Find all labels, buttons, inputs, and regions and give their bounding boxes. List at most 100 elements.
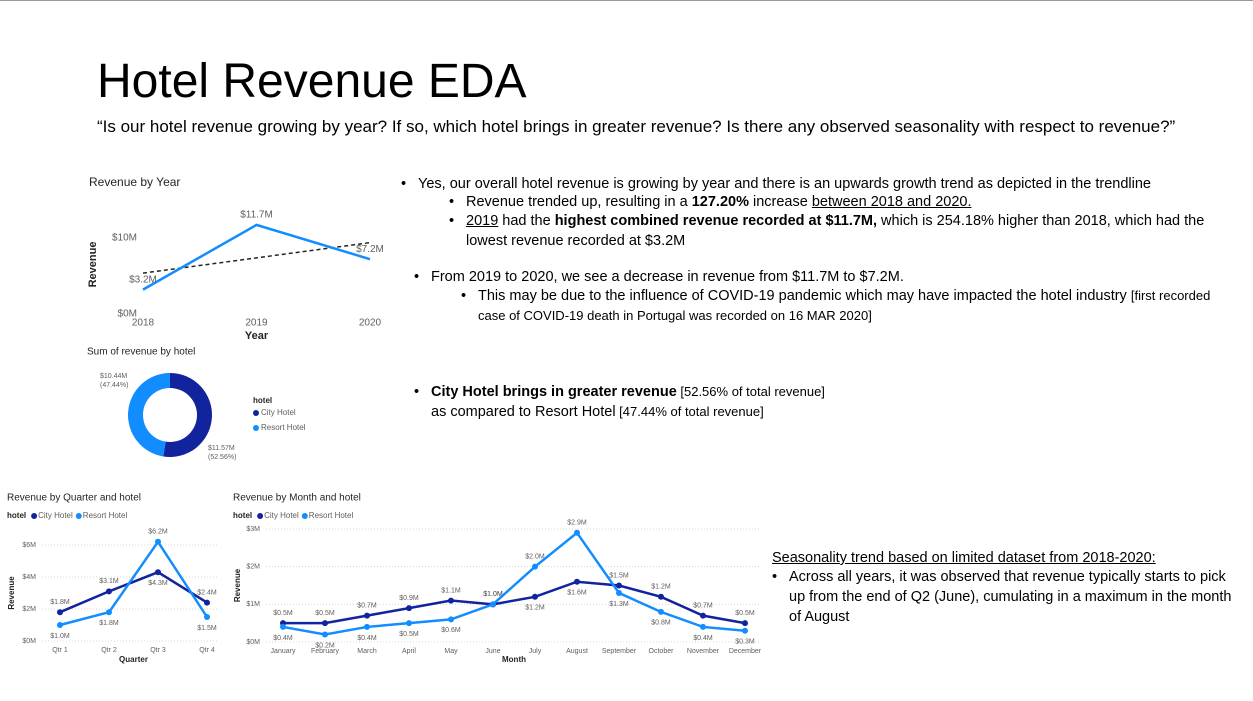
text: [first recorded case of COVID-19 death i… bbox=[478, 288, 1211, 323]
value-label: $0.6M bbox=[441, 627, 461, 634]
x-tick-label: 2018 bbox=[132, 318, 155, 329]
note-decline: From 2019 to 2020, we see a decrease in … bbox=[414, 267, 1231, 287]
x-tick-label: 2020 bbox=[359, 318, 382, 329]
note-city: City Hotel brings in greater revenue [52… bbox=[414, 382, 1031, 422]
x-tick-label: July bbox=[529, 648, 542, 655]
point bbox=[322, 620, 328, 627]
value-label: $0.4M bbox=[357, 635, 377, 642]
point bbox=[658, 608, 664, 615]
note-peak: 2019 had the highest combined revenue re… bbox=[449, 211, 1236, 251]
donut-slice bbox=[163, 373, 212, 457]
value-label: $1.5M bbox=[609, 572, 629, 579]
value-label: $2.9M bbox=[567, 520, 587, 527]
chart: Revenue by Month and hotel hotel City Hote… bbox=[233, 493, 762, 664]
chart-title: Sum of revenue by hotel bbox=[87, 347, 195, 358]
point bbox=[574, 578, 580, 585]
x-tick-label: August bbox=[566, 648, 588, 655]
y-tick-label: $2M bbox=[246, 564, 260, 571]
value-label: $0.7M bbox=[357, 602, 377, 609]
point bbox=[364, 612, 370, 619]
x-tick-label: Qtr 2 bbox=[101, 647, 117, 654]
series-line bbox=[59, 570, 208, 614]
x-tick-label: Qtr 3 bbox=[150, 647, 166, 654]
value-label: $1.0M bbox=[483, 591, 503, 598]
value-label: $2.0M bbox=[525, 554, 545, 561]
value-label: $3.2M bbox=[129, 274, 157, 285]
value-label: $1.5M bbox=[197, 625, 217, 632]
value-label: $0.4M bbox=[693, 635, 713, 642]
text: as compared to Resort Hotel bbox=[431, 404, 616, 420]
value-label: $0.5M bbox=[315, 610, 335, 617]
percent-label: (47.44%) bbox=[100, 382, 128, 389]
seasonality-heading: Seasonality trend based on limited datas… bbox=[772, 550, 1156, 566]
point bbox=[322, 631, 328, 638]
value-label: $2.4M bbox=[197, 589, 217, 596]
legend-label: City Hotel bbox=[38, 511, 73, 520]
legend-title: hotel bbox=[7, 511, 26, 520]
value-label: $1.0M bbox=[50, 633, 70, 640]
x-tick-label: December bbox=[729, 648, 762, 655]
y-axis-label: Revenue bbox=[87, 242, 99, 288]
value-label: $0.8M bbox=[651, 620, 671, 627]
point bbox=[57, 622, 63, 628]
legend-label: Resort Hotel bbox=[261, 423, 306, 432]
x-axis-label: Quarter bbox=[119, 655, 148, 664]
point bbox=[742, 620, 748, 627]
x-tick-label: March bbox=[357, 648, 377, 655]
text: From 2019 to 2020, we see a decrease in … bbox=[431, 269, 904, 285]
point bbox=[106, 588, 112, 595]
point bbox=[406, 605, 412, 612]
series-line bbox=[142, 223, 371, 291]
x-tick-label: June bbox=[485, 648, 500, 655]
point bbox=[155, 569, 161, 576]
chart-title: Revenue by Quarter and hotel bbox=[7, 493, 141, 504]
text: This may be due to the influence of COVI… bbox=[478, 288, 1131, 304]
point bbox=[204, 599, 210, 606]
x-tick-label: Qtr 1 bbox=[52, 647, 68, 654]
top-border bbox=[0, 0, 1253, 1]
chart-title: Revenue by Month and hotel bbox=[233, 493, 361, 504]
value-label: $7.2M bbox=[356, 244, 384, 255]
point bbox=[658, 593, 664, 600]
text: which is 254.18% higher than 2018, which… bbox=[466, 213, 1205, 249]
chart: Revenue by Year $0M $10M 2018 2019 2020 Year Re… bbox=[87, 175, 384, 342]
y-tick-label: $10M bbox=[112, 232, 137, 243]
donut-slice bbox=[127, 373, 170, 457]
point bbox=[616, 590, 622, 597]
legend-title: hotel bbox=[233, 511, 252, 520]
note-covid: This may be due to the influence of COVI… bbox=[461, 286, 1238, 326]
value-label: $6.2M bbox=[148, 529, 168, 536]
point bbox=[700, 623, 706, 630]
x-tick-label: January bbox=[271, 648, 296, 655]
point bbox=[364, 623, 370, 630]
point bbox=[448, 616, 454, 623]
x-tick-label: 2019 bbox=[245, 318, 268, 329]
value-label: $11.7M bbox=[240, 210, 273, 221]
value-label: $1.2M bbox=[525, 605, 545, 612]
value-label: $0.4M bbox=[273, 635, 293, 642]
point bbox=[204, 614, 210, 620]
point bbox=[448, 597, 454, 604]
point bbox=[616, 582, 622, 589]
x-axis-label: Month bbox=[502, 655, 526, 664]
y-tick-label: $0M bbox=[22, 638, 36, 645]
legend-marker bbox=[253, 425, 259, 431]
y-tick-label: $1M bbox=[246, 601, 260, 608]
point bbox=[406, 620, 412, 627]
x-tick-label: February bbox=[311, 648, 340, 655]
legend-marker bbox=[301, 513, 308, 519]
value-label: $1.2M bbox=[651, 584, 671, 591]
value-label: $0.2M bbox=[315, 642, 335, 649]
value-label: $0.7M bbox=[693, 602, 713, 609]
value-label: $0.5M bbox=[273, 610, 293, 617]
note-growth: Yes, our overall hotel revenue is growin… bbox=[401, 174, 1238, 194]
text: increase bbox=[748, 194, 812, 210]
point bbox=[532, 563, 538, 570]
legend-label: Resort Hotel bbox=[309, 511, 354, 520]
text: between 2018 and 2020. bbox=[811, 194, 972, 210]
x-tick-label: November bbox=[687, 648, 720, 655]
text: Revenue trended up, resulting in a bbox=[466, 194, 692, 210]
point bbox=[155, 538, 161, 545]
chart-title: Revenue by Year bbox=[89, 175, 180, 189]
slide-subtitle: “Is our hotel revenue growing by year? I… bbox=[97, 117, 1176, 136]
